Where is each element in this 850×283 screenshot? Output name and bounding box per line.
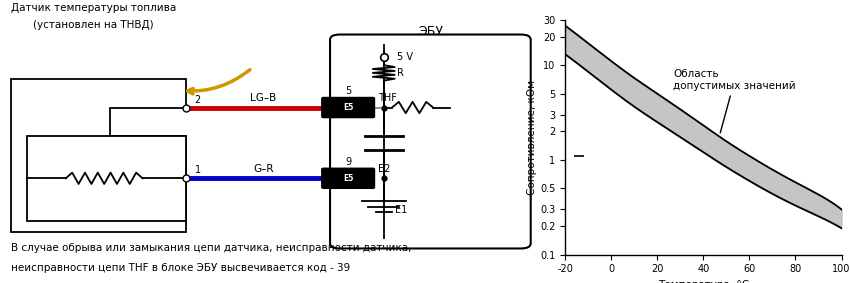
Text: 5: 5	[345, 86, 351, 96]
Text: E1: E1	[394, 205, 407, 215]
FancyBboxPatch shape	[322, 168, 374, 188]
Text: G–R: G–R	[253, 164, 274, 174]
Text: E5: E5	[343, 174, 354, 183]
Bar	[27, 136, 186, 221]
Text: 9: 9	[345, 157, 351, 167]
X-axis label: Температура, °C: Температура, °C	[658, 280, 749, 283]
Text: R: R	[398, 68, 405, 78]
Text: LG–B: LG–B	[250, 93, 276, 103]
Text: Датчик температуры топлива: Датчик температуры топлива	[11, 3, 176, 13]
Text: 5 V: 5 V	[398, 52, 413, 62]
Text: (установлен на ТНВД): (установлен на ТНВД)	[33, 20, 154, 30]
Text: E5: E5	[343, 103, 354, 112]
Text: 2: 2	[195, 95, 201, 105]
Text: неисправности цепи THF в блоке ЭБУ высвечивается код - 39: неисправности цепи THF в блоке ЭБУ высве…	[11, 263, 350, 273]
Text: Область
допустимых значений: Область допустимых значений	[673, 69, 796, 133]
Text: 1: 1	[195, 166, 201, 175]
FancyBboxPatch shape	[322, 98, 374, 117]
Y-axis label: Сопротивление, кОм: Сопротивление, кОм	[527, 80, 537, 195]
Text: E2: E2	[378, 164, 391, 174]
FancyBboxPatch shape	[330, 35, 530, 248]
Text: THF: THF	[378, 93, 397, 103]
Text: В случае обрыва или замыкания цепи датчика, неисправности датчика,: В случае обрыва или замыкания цепи датчи…	[11, 243, 411, 253]
Text: ЭБУ: ЭБУ	[418, 25, 443, 38]
